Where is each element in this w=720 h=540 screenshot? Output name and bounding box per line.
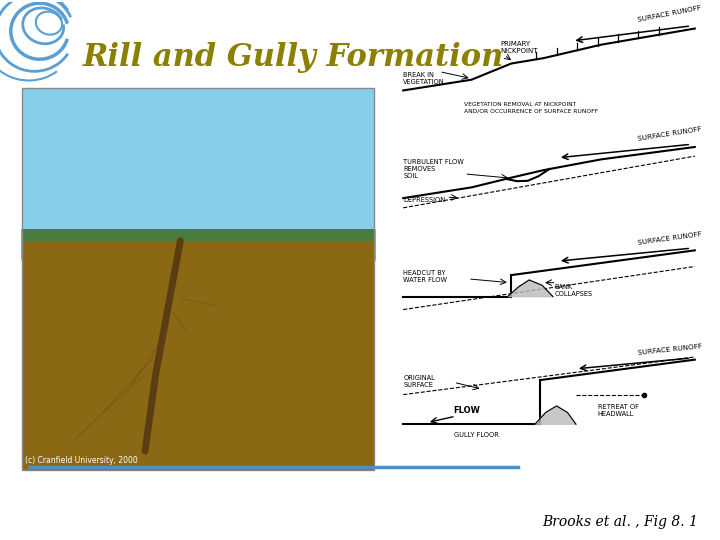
Text: SURFACE RUNOFF: SURFACE RUNOFF: [637, 5, 702, 23]
FancyBboxPatch shape: [22, 88, 374, 229]
Text: RETREAT OF
HEADWALL: RETREAT OF HEADWALL: [598, 404, 639, 417]
Text: Rill and Gully Formation: Rill and Gully Formation: [83, 42, 504, 73]
Text: Brooks et al. , Fig 8. 1: Brooks et al. , Fig 8. 1: [543, 515, 698, 529]
Text: ORIGINAL
SURFACE: ORIGINAL SURFACE: [403, 375, 435, 388]
Text: VEGETATION REMOVAL AT NICKPOINT
AND/OR OCCURRENCE OF SURFACE RUNOFF: VEGETATION REMOVAL AT NICKPOINT AND/OR O…: [464, 102, 598, 113]
Text: DEPRESSION: DEPRESSION: [403, 197, 446, 203]
Text: SURFACE RUNOFF: SURFACE RUNOFF: [637, 343, 702, 356]
Text: BREAK IN
VEGETATION: BREAK IN VEGETATION: [403, 72, 445, 85]
Text: HEADCUT BY
WATER FLOW: HEADCUT BY WATER FLOW: [403, 269, 447, 283]
Text: PRIMARY
NICKPOINT: PRIMARY NICKPOINT: [500, 41, 538, 54]
Text: TURBULENT FLOW
REMOVES
SOIL: TURBULENT FLOW REMOVES SOIL: [403, 159, 464, 179]
Text: GULLY FLOOR: GULLY FLOOR: [454, 433, 498, 438]
Text: (c) Cranfield University, 2000: (c) Cranfield University, 2000: [25, 456, 138, 464]
FancyBboxPatch shape: [22, 241, 374, 470]
Text: FLOW: FLOW: [454, 406, 480, 415]
Polygon shape: [535, 406, 576, 424]
Text: BANK
COLLAPSES: BANK COLLAPSES: [554, 284, 593, 297]
Polygon shape: [508, 280, 553, 296]
Text: SURFACE RUNOFF: SURFACE RUNOFF: [637, 231, 702, 246]
Text: SURFACE RUNOFF: SURFACE RUNOFF: [637, 125, 702, 141]
